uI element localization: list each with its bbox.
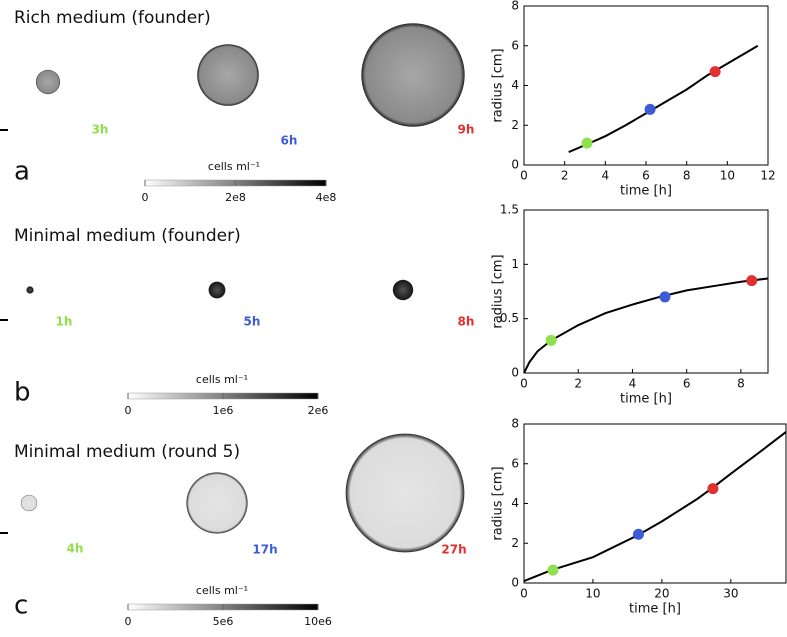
colorbar-tick-label: 2e6 [308, 404, 329, 417]
x-tick-label: 4 [629, 377, 637, 391]
x-tick-label: 10 [720, 169, 735, 183]
snapshot-time: 1h [56, 315, 73, 329]
snapshot-time: 27h [441, 543, 466, 557]
point [644, 103, 656, 115]
y-axis-label: radius [cm] [491, 254, 506, 328]
snapshot-time: 9h [458, 123, 475, 137]
colony-snapshot [26, 286, 34, 294]
y-tick-label: 1 [511, 257, 519, 271]
colorbar-label: cells ml⁻¹ [196, 373, 248, 386]
y-tick-label: 8 [511, 0, 519, 13]
colorbar-tick-label: 0 [125, 404, 132, 417]
y-tick-label: 4 [511, 78, 519, 92]
panel-title: Rich medium (founder) [14, 8, 211, 28]
snapshot-time: 8h [458, 315, 475, 329]
x-axis-label: time [h] [620, 184, 672, 199]
y-axis-label: radius [cm] [491, 466, 506, 540]
panel-title: Minimal medium (round 5) [14, 442, 240, 462]
point [709, 66, 721, 78]
panel-title: Minimal medium (founder) [14, 226, 241, 246]
y-tick-label: 2 [511, 536, 519, 550]
x-tick-label: 2 [574, 377, 582, 391]
x-tick-label: 8 [683, 169, 691, 183]
colorbar-tick-label: 4e8 [316, 191, 337, 204]
colorbar-tick-label: 0 [142, 191, 149, 204]
colorbar-tick-label: 0 [125, 615, 132, 628]
x-tick-label: 30 [723, 587, 738, 601]
x-axis-label: time [h] [620, 392, 672, 407]
colorbar-tick-label: 5e6 [213, 615, 234, 628]
plot-frame [523, 209, 769, 374]
point [545, 334, 557, 346]
y-tick-label: 0.5 [500, 311, 519, 325]
x-tick-label: 4 [602, 169, 610, 183]
snapshot-time: 17h [252, 543, 277, 557]
colorbar-label: cells ml⁻¹ [208, 160, 260, 173]
snapshot-time: 4h [67, 542, 84, 556]
colorbar-tick-label: 1e6 [213, 404, 234, 417]
x-axis-label: time [h] [629, 602, 681, 617]
colony-snapshot [208, 281, 226, 299]
y-tick-label: 0 [511, 576, 519, 590]
x-tick-label: 0 [520, 377, 528, 391]
y-tick-label: 8 [511, 417, 519, 431]
snapshot-time: 6h [281, 134, 298, 148]
snapshot-time: 5h [244, 315, 261, 329]
y-tick-label: 0 [511, 366, 519, 380]
point [707, 483, 719, 495]
x-tick-label: 6 [683, 377, 691, 391]
point [547, 564, 559, 576]
colony-snapshot [361, 23, 465, 127]
y-tick-label: 0 [511, 158, 519, 172]
curve [568, 44, 759, 154]
point [659, 291, 671, 303]
colony-snapshot [392, 279, 414, 301]
x-tick-label: 2 [561, 169, 569, 183]
x-tick-label: 6 [642, 169, 650, 183]
y-tick-label: 6 [511, 38, 519, 52]
point [746, 275, 758, 287]
y-axis-label: radius [cm] [491, 48, 506, 122]
panel-letter: a [14, 157, 30, 187]
colorbar-tick-label: 10e6 [304, 615, 332, 628]
curve [523, 431, 787, 582]
colony-snapshot [20, 494, 38, 512]
colony-snapshot [186, 472, 248, 534]
panel-letter: c [14, 591, 28, 621]
panel-letter: b [14, 378, 31, 408]
snapshot-time: 3h [92, 123, 109, 137]
colony-snapshot [35, 69, 61, 95]
plot-frame [523, 5, 769, 166]
point [581, 137, 593, 149]
point [632, 528, 644, 540]
y-tick-label: 1.5 [500, 203, 519, 217]
y-tick-label: 6 [511, 456, 519, 470]
x-tick-label: 8 [737, 377, 745, 391]
x-tick-label: 12 [760, 169, 775, 183]
colorbar-label: cells ml⁻¹ [196, 584, 248, 597]
colony-snapshot [345, 433, 465, 553]
x-tick-label: 0 [520, 587, 528, 601]
plot-frame [523, 423, 787, 584]
curve [523, 277, 769, 374]
x-tick-label: 0 [520, 169, 528, 183]
y-tick-label: 4 [511, 496, 519, 510]
y-tick-label: 2 [511, 118, 519, 132]
x-tick-label: 10 [585, 587, 600, 601]
colorbar-tick-label: 2e8 [225, 191, 246, 204]
x-tick-label: 20 [654, 587, 669, 601]
colony-snapshot [197, 44, 259, 106]
